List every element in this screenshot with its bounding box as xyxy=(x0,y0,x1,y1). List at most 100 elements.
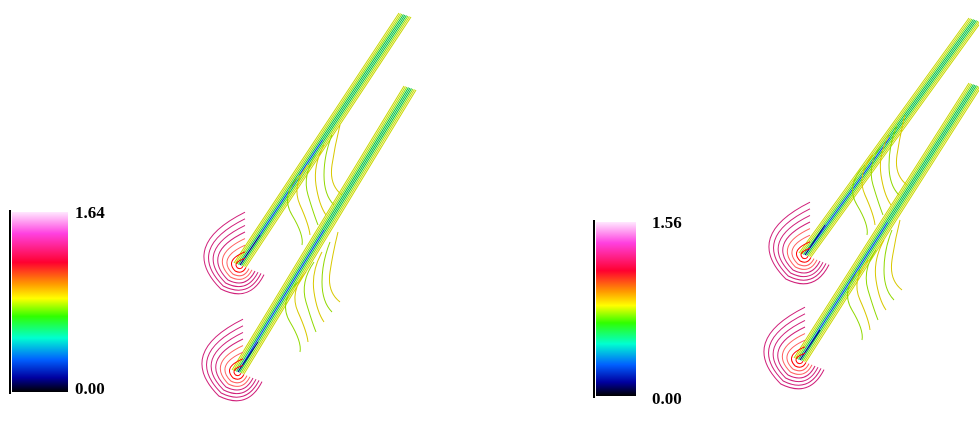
contour-line xyxy=(296,164,311,236)
contour-line xyxy=(236,87,409,372)
contour-line xyxy=(809,21,979,257)
contour-line xyxy=(331,124,343,196)
contour-line xyxy=(234,86,408,372)
contour-line xyxy=(799,329,821,361)
contour-line xyxy=(231,85,405,371)
panel-left: 1.64 0.00 xyxy=(9,12,417,402)
contour-line xyxy=(768,201,830,285)
contour-line xyxy=(772,319,819,383)
contour-line xyxy=(303,261,317,333)
contour-line xyxy=(245,16,412,268)
contour-line xyxy=(219,345,251,387)
contour-line xyxy=(891,219,903,291)
contour-line xyxy=(201,318,263,402)
contour-line xyxy=(242,15,409,267)
contour-line xyxy=(233,12,400,264)
contour-line xyxy=(208,218,262,291)
contour-line xyxy=(801,85,977,361)
contour-line xyxy=(795,83,971,359)
contour-line xyxy=(795,352,806,365)
contour-line xyxy=(791,234,815,267)
contour-line xyxy=(237,229,325,373)
contour-line xyxy=(803,19,974,255)
contour-line xyxy=(777,214,824,278)
contour-line xyxy=(231,251,247,273)
contour-line xyxy=(224,351,248,384)
contour-line xyxy=(229,358,245,380)
contour-line xyxy=(763,306,825,390)
contour-line xyxy=(294,271,309,343)
colorbar-max: 1.56 xyxy=(652,213,682,232)
contour-line xyxy=(800,18,971,254)
contour-line xyxy=(883,229,895,301)
contour-line xyxy=(240,88,414,374)
contour-line xyxy=(235,13,401,264)
contour-line xyxy=(235,257,246,270)
contour-line xyxy=(233,86,406,371)
contour-line xyxy=(233,364,244,377)
contour-line xyxy=(888,124,900,196)
contour-line xyxy=(781,333,813,375)
contour-line xyxy=(874,239,887,311)
colorbar-max: 1.64 xyxy=(75,203,105,222)
contour-line xyxy=(206,325,260,398)
contour-line xyxy=(241,15,407,266)
colorbar xyxy=(12,212,68,392)
contour-plot xyxy=(201,12,417,402)
contour-line xyxy=(804,86,979,362)
contour-line xyxy=(798,84,974,360)
contour-line xyxy=(238,14,404,265)
contour-plot xyxy=(763,17,979,390)
contour-line xyxy=(802,85,979,362)
contour-line xyxy=(314,144,327,216)
contour-line xyxy=(861,154,876,226)
contour-line xyxy=(805,89,979,363)
contour-line xyxy=(312,251,325,323)
contour-line xyxy=(786,339,810,372)
contour-line xyxy=(796,241,812,263)
contour-line xyxy=(856,259,871,331)
colorbar-min: 0.00 xyxy=(75,379,105,398)
contour-line xyxy=(777,326,816,379)
contour-line xyxy=(305,154,319,226)
contour-line xyxy=(773,208,827,281)
contour-line xyxy=(285,281,301,353)
contour-line xyxy=(782,221,821,274)
contour-line xyxy=(244,16,410,267)
contour-line xyxy=(287,174,303,246)
contour-line xyxy=(852,164,868,236)
contour-line xyxy=(800,247,811,260)
contour-line xyxy=(239,88,412,373)
contour-line xyxy=(865,249,879,321)
colorbar-min: 0.00 xyxy=(652,389,682,408)
contour-line xyxy=(321,241,333,313)
contour-line xyxy=(236,13,403,265)
contour-line xyxy=(768,313,822,386)
panel-right: 1.56 0.00 xyxy=(593,17,979,408)
contour-line xyxy=(212,224,259,288)
contour-line xyxy=(798,17,970,254)
contour-line xyxy=(323,134,335,206)
contour-line xyxy=(799,222,888,361)
contour-line xyxy=(796,83,973,360)
contour-line xyxy=(870,144,884,216)
contour-line xyxy=(215,338,254,391)
colorbar xyxy=(596,222,636,396)
contour-line xyxy=(879,134,892,206)
contour-line xyxy=(804,224,826,256)
contour-line xyxy=(793,82,970,359)
contour-line xyxy=(239,234,261,266)
contour-line xyxy=(221,238,253,280)
contour-line xyxy=(896,114,908,186)
contour-line xyxy=(242,89,415,374)
contour-line xyxy=(804,137,891,256)
contour-line xyxy=(329,231,341,303)
contour-line xyxy=(791,346,807,368)
contour-line xyxy=(210,331,257,395)
contour-line xyxy=(243,89,417,375)
contour-line xyxy=(801,18,973,255)
contour-line xyxy=(810,23,979,258)
contour-line xyxy=(226,244,250,277)
contour-line xyxy=(786,228,818,270)
